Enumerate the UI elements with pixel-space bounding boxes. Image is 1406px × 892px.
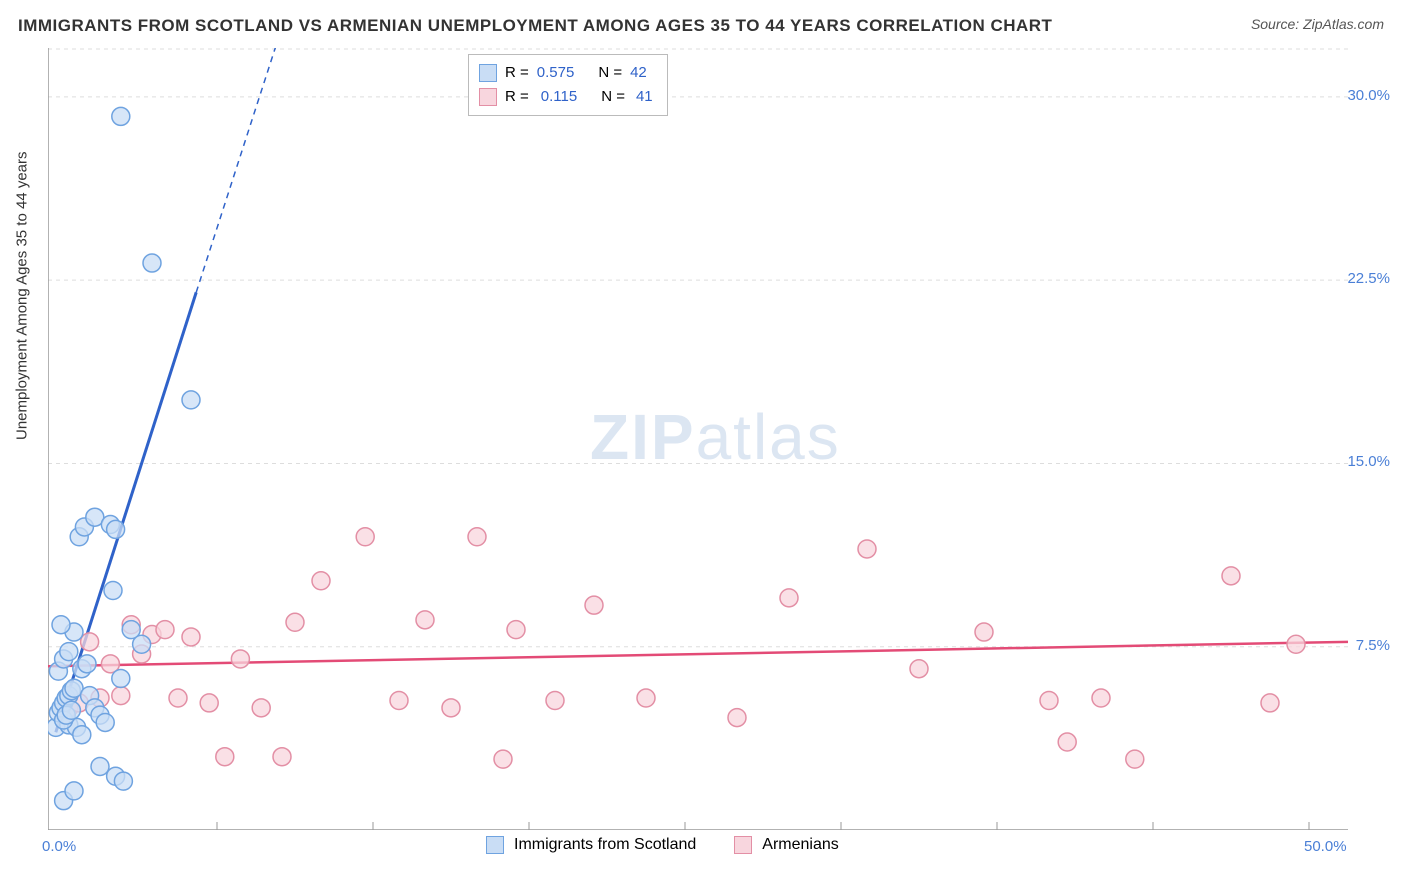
y-tick-label: 30.0%: [1347, 87, 1390, 104]
legend-row-scotland: R = 0.575 N = 42: [479, 61, 653, 85]
r-value-scotland: 0.575: [537, 61, 575, 85]
swatch-armenians: [479, 88, 497, 106]
y-tick-label: 7.5%: [1356, 637, 1390, 654]
swatch-scotland: [486, 836, 504, 854]
chart-container: IMMIGRANTS FROM SCOTLAND VS ARMENIAN UNE…: [0, 0, 1406, 892]
n-label: N =: [598, 61, 622, 85]
source-label: Source: ZipAtlas.com: [1251, 16, 1384, 32]
r-value-armenians: 0.115: [537, 85, 577, 109]
r-label: R =: [505, 85, 529, 109]
r-label: R =: [505, 61, 529, 85]
legend-row-armenians: R = 0.115 N = 41: [479, 85, 653, 109]
n-label: N =: [601, 85, 625, 109]
scatter-plot: [48, 48, 1348, 830]
chart-title: IMMIGRANTS FROM SCOTLAND VS ARMENIAN UNE…: [18, 16, 1052, 36]
n-value-scotland: 42: [630, 61, 647, 85]
y-tick-label: 15.0%: [1347, 453, 1390, 470]
series-legend: Immigrants from Scotland Armenians: [486, 836, 839, 854]
swatch-armenians: [734, 836, 752, 854]
legend-label-armenians: Armenians: [762, 836, 838, 854]
x-tick-label: 50.0%: [1304, 838, 1347, 855]
y-tick-label: 22.5%: [1347, 270, 1390, 287]
legend-label-scotland: Immigrants from Scotland: [514, 836, 696, 854]
correlation-legend: R = 0.575 N = 42 R = 0.115 N = 41: [468, 54, 668, 116]
y-axis-label: Unemployment Among Ages 35 to 44 years: [14, 151, 31, 440]
x-tick-label: 0.0%: [42, 838, 76, 855]
swatch-scotland: [479, 64, 497, 82]
n-value-armenians: 41: [633, 85, 653, 109]
